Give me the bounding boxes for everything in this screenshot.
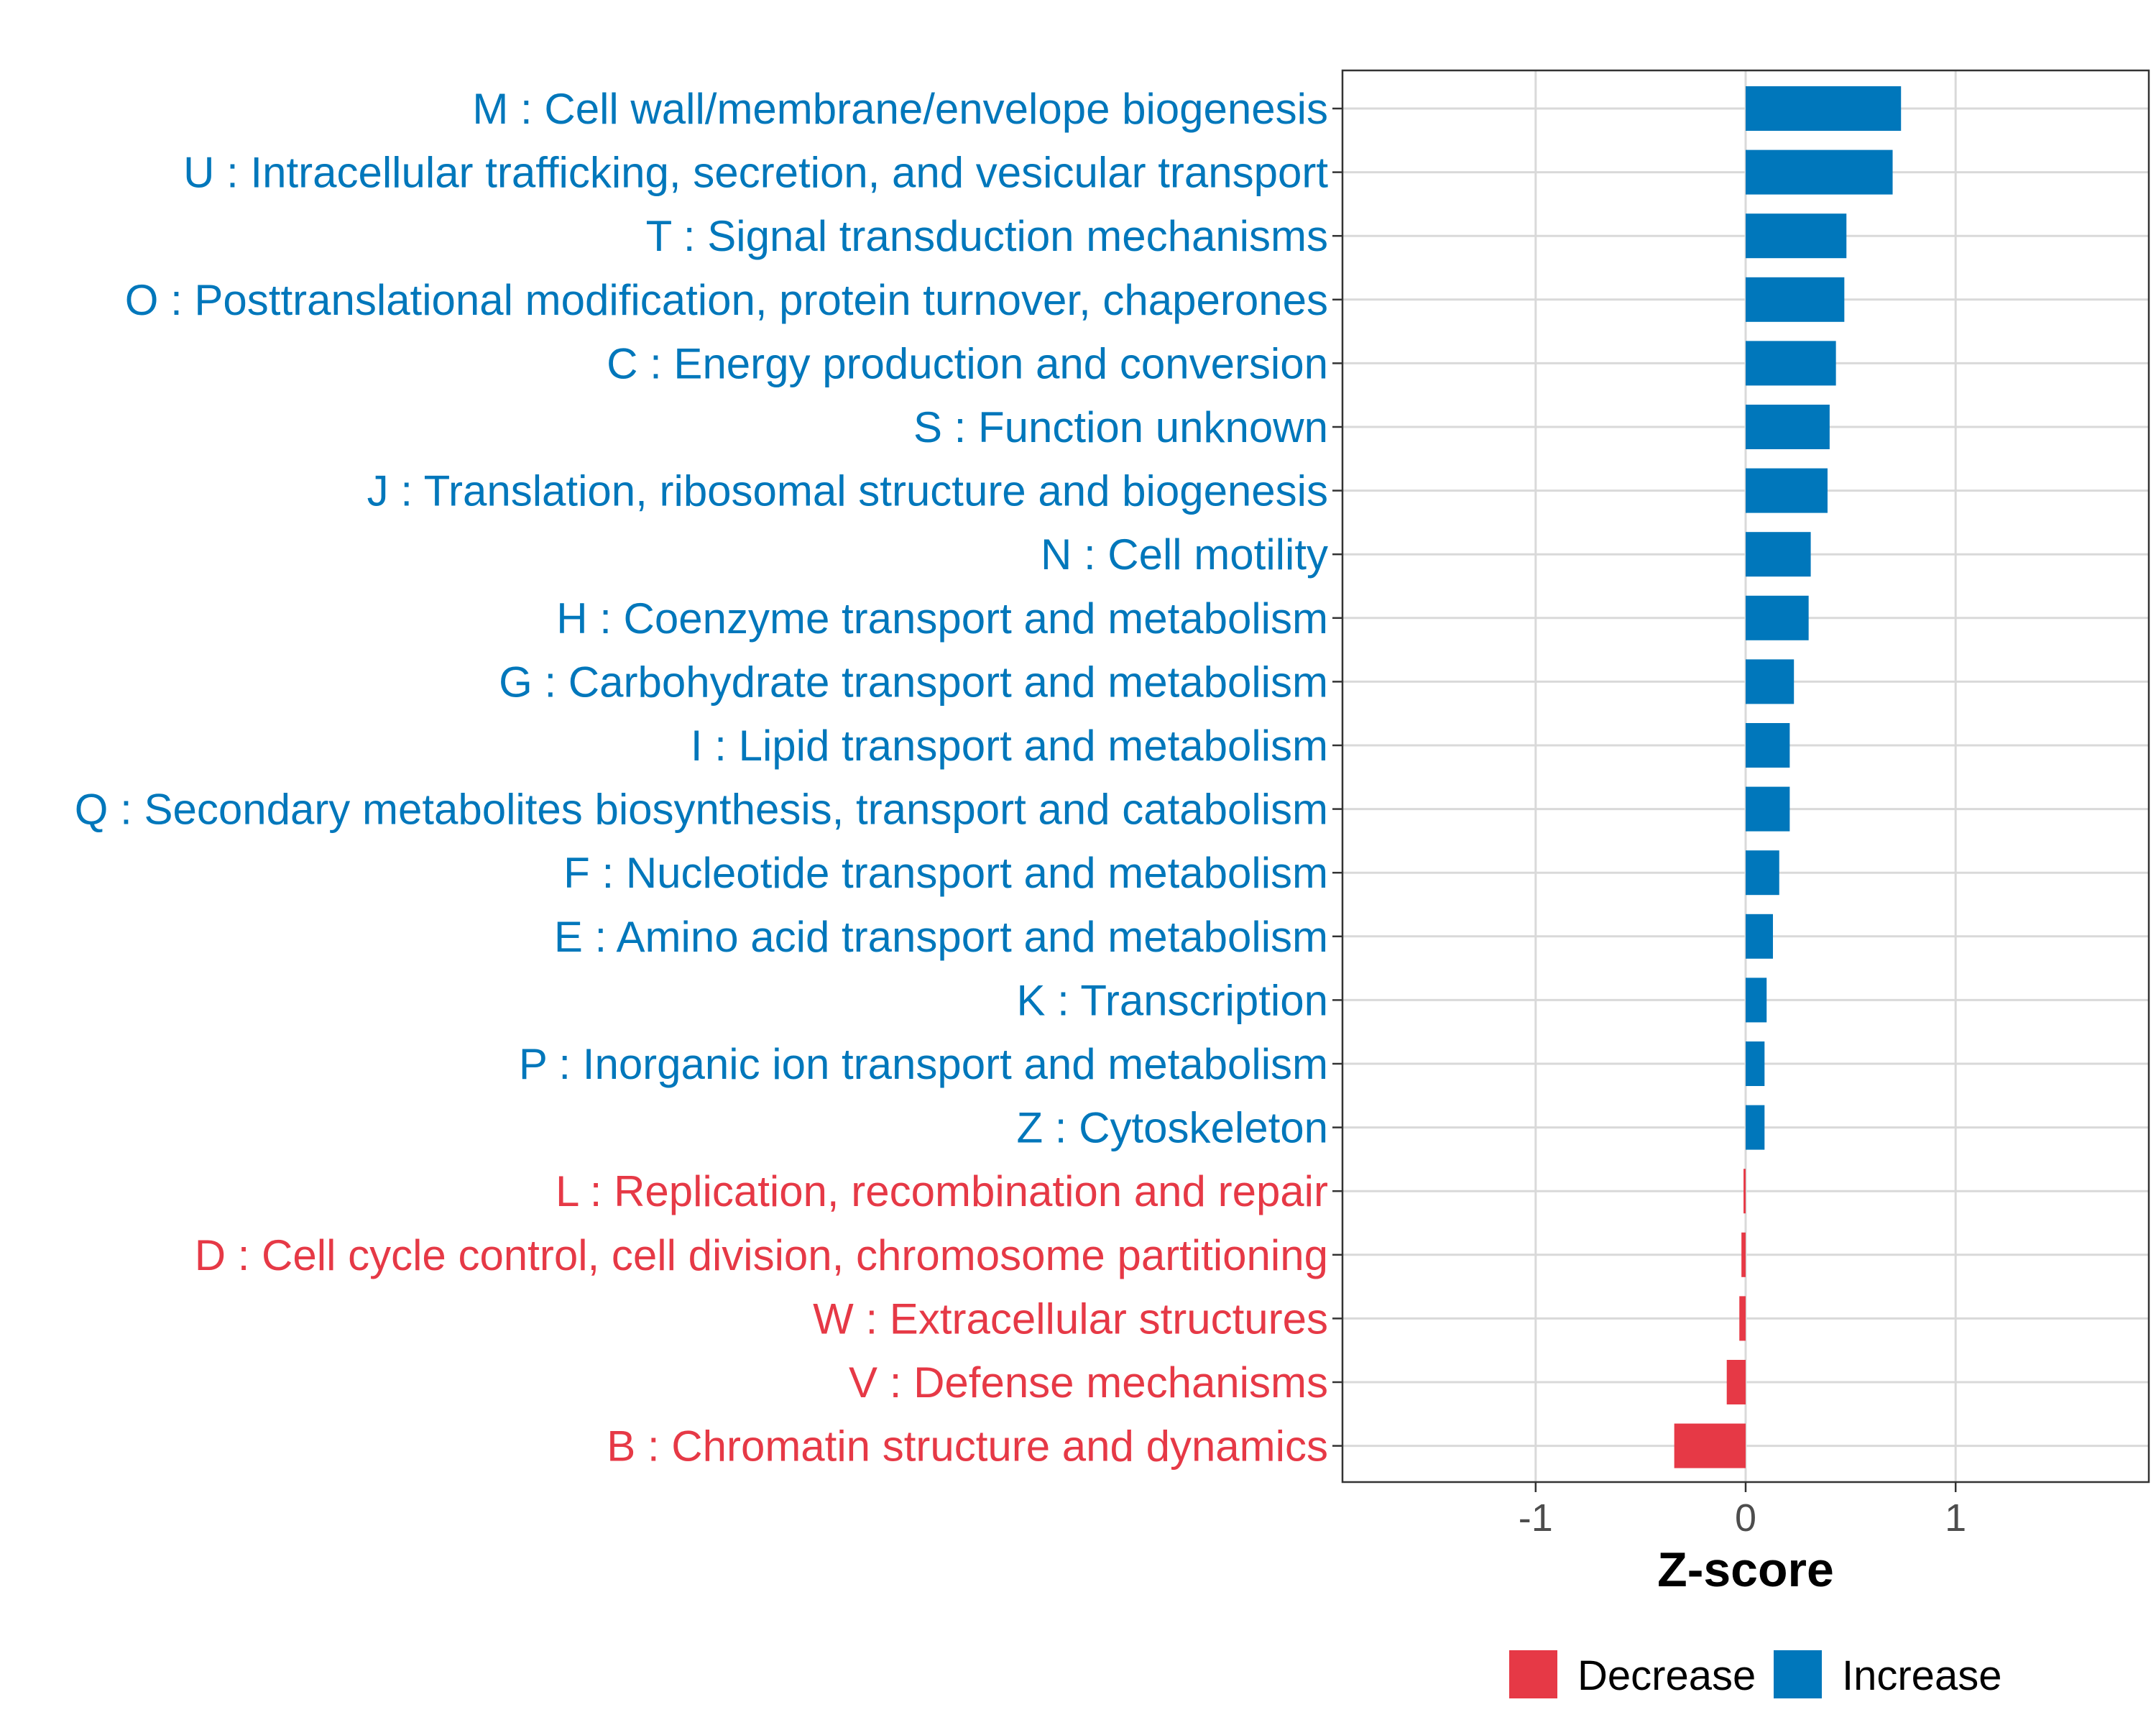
category-label-e: E : Amino acid transport and metabolism xyxy=(554,913,1328,961)
x-tick-label-2: 1 xyxy=(1945,1496,1966,1540)
x-tick-label-0: -1 xyxy=(1519,1496,1553,1540)
bar-q xyxy=(1746,786,1790,832)
x-ticks: -1 0 1 xyxy=(1519,1482,1966,1540)
category-label-u: U : Intracellular trafficking, secretion… xyxy=(183,149,1328,197)
category-label-b: B : Chromatin structure and dynamics xyxy=(607,1422,1328,1471)
bar-n xyxy=(1746,532,1811,577)
bar-t xyxy=(1746,213,1847,259)
category-label-h: H : Coenzyme transport and metabolism xyxy=(556,594,1328,643)
bar-u xyxy=(1746,150,1893,195)
category-label-z: Z : Cytoskeleton xyxy=(1016,1104,1328,1152)
bar-p xyxy=(1746,1041,1765,1086)
legend-swatch-decrease xyxy=(1509,1650,1557,1698)
bars xyxy=(1674,86,1902,1468)
bar-o xyxy=(1746,277,1845,322)
bar-k xyxy=(1746,978,1767,1023)
category-label-q: Q : Secondary metabolites biosynthesis, … xyxy=(75,786,1328,834)
category-label-w: W : Extracellular structures xyxy=(813,1294,1328,1343)
category-label-i: I : Lipid transport and metabolism xyxy=(691,722,1328,770)
legend: Decrease Increase xyxy=(1509,1650,2001,1699)
category-labels: M : Cell wall/membrane/envelope biogenes… xyxy=(75,85,1329,1471)
bar-v xyxy=(1726,1360,1746,1404)
category-label-n: N : Cell motility xyxy=(1041,530,1328,579)
category-label-o: O : Posttranslational modification, prot… xyxy=(125,276,1328,324)
bar-w xyxy=(1739,1296,1746,1341)
category-label-s: S : Function unknown xyxy=(913,403,1328,451)
bar-i xyxy=(1746,723,1790,768)
category-label-g: G : Carbohydrate transport and metabolis… xyxy=(499,658,1328,706)
category-label-l: L : Replication, recombination and repai… xyxy=(556,1167,1328,1215)
category-label-k: K : Transcription xyxy=(1016,976,1328,1024)
category-label-p: P : Inorganic ion transport and metaboli… xyxy=(519,1040,1328,1088)
legend-swatch-increase xyxy=(1774,1650,1822,1698)
bar-d xyxy=(1741,1232,1746,1277)
bar-e xyxy=(1746,914,1773,959)
bar-g xyxy=(1746,659,1795,704)
bar-c xyxy=(1746,341,1836,386)
bar-s xyxy=(1746,405,1830,449)
bar-b xyxy=(1674,1423,1746,1468)
category-label-v: V : Defense mechanisms xyxy=(849,1358,1328,1407)
category-label-f: F : Nucleotide transport and metabolism xyxy=(563,849,1328,897)
bar-h xyxy=(1746,595,1809,640)
bar-z xyxy=(1746,1105,1765,1150)
x-axis-title: Z-score xyxy=(1657,1542,1834,1597)
bar-m xyxy=(1746,86,1902,131)
category-label-m: M : Cell wall/membrane/envelope biogenes… xyxy=(472,85,1328,133)
bar-f xyxy=(1746,850,1779,896)
legend-label-increase: Increase xyxy=(1842,1652,2001,1699)
legend-label-decrease: Decrease xyxy=(1577,1652,1756,1699)
x-tick-label-1: 0 xyxy=(1735,1496,1756,1540)
category-label-d: D : Cell cycle control, cell division, c… xyxy=(195,1231,1328,1279)
bar-l xyxy=(1743,1169,1746,1214)
category-label-t: T : Signal transduction mechanisms xyxy=(646,212,1328,260)
bar-j xyxy=(1746,468,1828,513)
category-label-c: C : Energy production and conversion xyxy=(607,339,1328,387)
y-ticks xyxy=(1332,107,1342,1447)
category-label-j: J : Translation, ribosomal structure and… xyxy=(367,467,1328,515)
